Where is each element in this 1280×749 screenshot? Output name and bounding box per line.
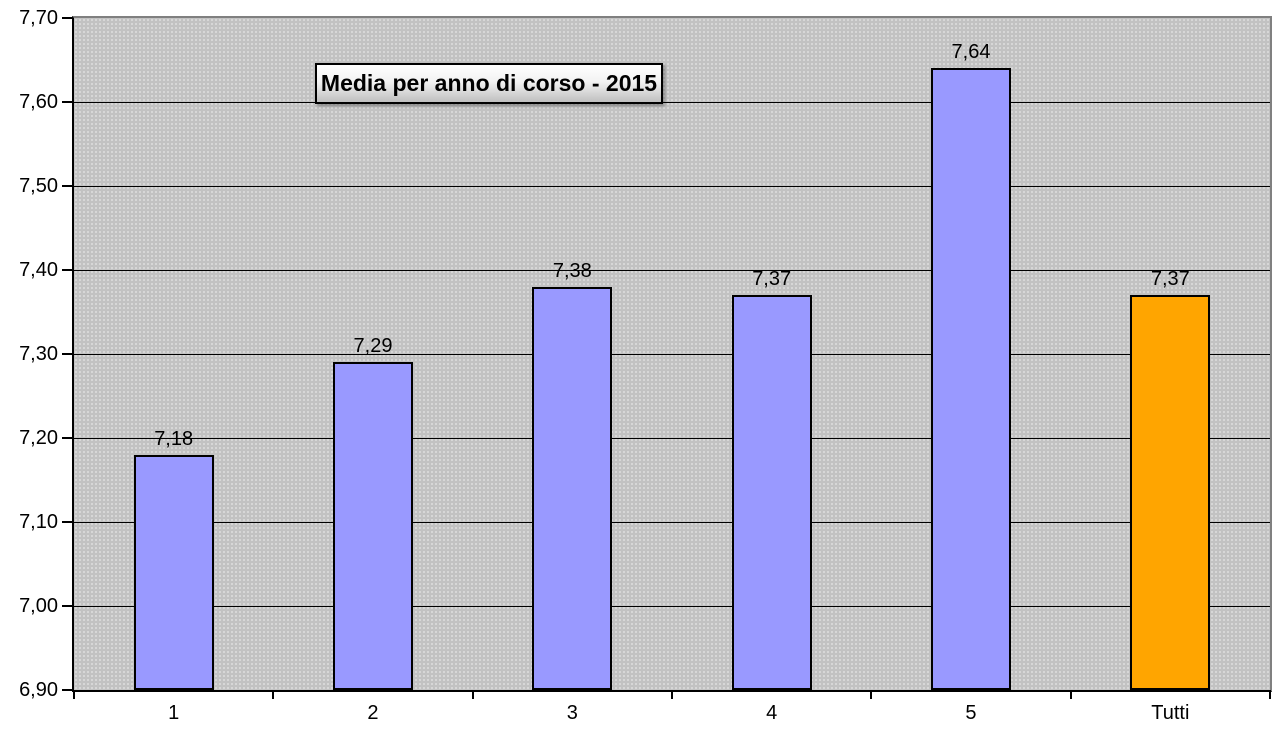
bar-3 <box>532 286 613 690</box>
gridline <box>74 521 1270 523</box>
gridline <box>74 437 1270 439</box>
x-axis-tick <box>671 690 673 699</box>
y-axis-tick <box>62 437 72 439</box>
bar-5 <box>931 68 1011 690</box>
bar-1 <box>133 454 214 690</box>
y-axis-label: 7,00 <box>19 595 58 617</box>
x-axis-label: 1 <box>168 702 180 724</box>
y-axis-label: 7,40 <box>19 259 58 281</box>
bar-Tutti <box>1130 295 1211 690</box>
x-axis-label: Tutti <box>1151 702 1190 724</box>
y-axis-tick <box>62 101 72 103</box>
x-axis-tick <box>1069 690 1072 699</box>
x-axis-tick <box>1269 690 1271 699</box>
bar-value-label: 7,38 <box>552 259 592 282</box>
y-axis-label: 7,70 <box>19 7 58 29</box>
bar-value-label: 7,64 <box>951 41 991 64</box>
gridline <box>74 185 1270 187</box>
bar-value-label: 7,18 <box>154 427 194 450</box>
gridline <box>74 101 1270 103</box>
y-axis-tick <box>62 269 72 271</box>
x-axis-label: 4 <box>766 702 778 724</box>
gridline <box>74 269 1270 271</box>
bar-2 <box>333 362 413 690</box>
y-axis-label: 7,20 <box>19 427 58 449</box>
plot-area: 7,18 7,29 7,38 7,37 7,64 7,37 <box>72 16 1272 692</box>
y-axis-label: 7,30 <box>19 343 58 365</box>
x-axis-tick <box>870 690 873 699</box>
y-axis-tick <box>62 605 72 607</box>
x-axis-tick <box>73 690 75 699</box>
y-axis-label: 7,50 <box>19 175 58 197</box>
x-axis-label: 2 <box>367 702 379 724</box>
y-axis-tick <box>62 17 72 19</box>
x-axis-tick <box>272 690 275 699</box>
y-axis-label: 7,10 <box>19 511 58 533</box>
bar-value-label: 7,29 <box>353 335 393 358</box>
chart-title: Media per anno di corso - 2015 <box>320 70 658 96</box>
x-axis-label: 5 <box>965 702 977 724</box>
y-axis-label: 7,60 <box>19 91 58 113</box>
y-axis-tick <box>62 689 72 691</box>
bar-value-label: 7,37 <box>1150 268 1190 291</box>
x-axis-tick <box>471 690 474 699</box>
x-axis-label: 3 <box>566 702 578 724</box>
bar-4 <box>731 295 812 690</box>
gridline <box>74 605 1270 607</box>
y-axis-tick <box>62 353 72 355</box>
y-axis-label: 6,90 <box>19 679 58 701</box>
y-axis-tick <box>62 521 72 523</box>
bar-value-label: 7,37 <box>752 268 792 291</box>
chart-title-box: Media per anno di corso - 2015 <box>315 63 663 104</box>
y-axis-tick <box>62 185 72 187</box>
gridline <box>74 353 1270 355</box>
